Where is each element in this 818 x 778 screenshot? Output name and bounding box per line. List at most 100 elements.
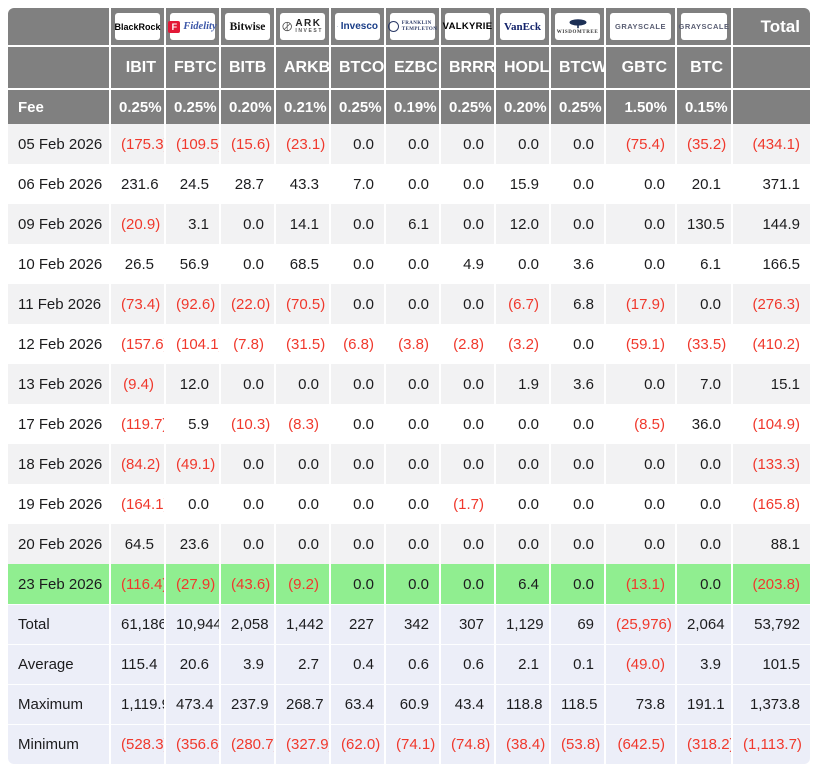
fee-value-cell: 0.21%: [276, 90, 331, 124]
flow-value-cell: 0.0: [331, 244, 386, 284]
blackrock-logo: BlackRock: [114, 13, 161, 40]
flow-value-cell: (25,976): [606, 604, 677, 644]
table-row: 17 Feb 2026 (119.7) 5.9 (10.3) (8.3) 0.0 0.0 0.…: [8, 404, 810, 444]
flow-value-cell: 53,792: [733, 604, 810, 644]
flow-value-cell: 7.0: [677, 364, 733, 404]
flow-value-cell: 3.6: [551, 244, 606, 284]
flow-value-cell: (43.6): [221, 564, 276, 604]
flow-value-cell: 4.9: [441, 244, 496, 284]
flow-value-cell: 0.0: [496, 244, 551, 284]
flow-value-cell: 0.0: [551, 164, 606, 204]
provider-logo-label: Invesco: [340, 21, 378, 32]
flow-value-cell: (642.5): [606, 724, 677, 764]
wisdomtree-logo: WISDOMTREE: [555, 13, 600, 40]
flow-value-cell: (104.9): [733, 404, 810, 444]
flow-value-cell: 0.0: [606, 364, 677, 404]
flow-value-cell: (327.9): [276, 724, 331, 764]
flow-value-cell: (59.1): [606, 324, 677, 364]
flow-value-cell: 3.6: [551, 364, 606, 404]
provider-logo-label: VALKYRIE: [442, 21, 493, 32]
table-row: 12 Feb 2026 (157.6) (104.1) (7.8) (31.5) (6.8…: [8, 324, 810, 364]
ticker-row: IBIT FBTC BITB ARKB BTCO EZBC BRRR HODL BTCW GBTC…: [8, 47, 810, 90]
date-cell: 10 Feb 2026: [8, 244, 111, 284]
flow-value-cell: 0.0: [551, 324, 606, 364]
flow-value-cell: 20.6: [166, 644, 221, 684]
flow-value-cell: 15.1: [733, 364, 810, 404]
flow-value-cell: 43.3: [276, 164, 331, 204]
flow-value-cell: 0.0: [386, 524, 441, 564]
flow-value-cell: 0.0: [386, 164, 441, 204]
summary-label-cell: Maximum: [8, 684, 111, 724]
flow-value-cell: (157.6): [111, 324, 166, 364]
ticker-header-cell: GBTC: [606, 47, 677, 90]
summary-row: Minimum (528.3) (356.6) (280.7) (327.9) (62.0…: [8, 724, 810, 764]
flow-value-cell: 88.1: [733, 524, 810, 564]
flow-value-cell: 0.6: [386, 644, 441, 684]
ticker-header-cell: BTCO: [331, 47, 386, 90]
flow-value-cell: 0.6: [441, 644, 496, 684]
flow-value-cell: (165.8): [733, 484, 810, 524]
table-row: 05 Feb 2026 (175.3) (109.5) (15.6) (23.1) 0.0…: [8, 124, 810, 164]
flow-value-cell: (23.1): [276, 124, 331, 164]
corner-cell: [8, 8, 111, 47]
flow-value-cell: 0.4: [331, 644, 386, 684]
table-row: 13 Feb 2026 (9.4) 12.0 0.0 0.0 0.0 0.0 0.0 1.9 3.…: [8, 364, 810, 404]
flow-value-cell: 166.5: [733, 244, 810, 284]
flow-value-cell: (17.9): [606, 284, 677, 324]
provider-logo-cell: F Fidelity: [166, 8, 221, 47]
flow-value-cell: 0.0: [441, 444, 496, 484]
flow-value-cell: 0.0: [551, 404, 606, 444]
flow-value-cell: 0.0: [386, 444, 441, 484]
flow-value-cell: 0.0: [606, 204, 677, 244]
ark-globe-icon: [282, 21, 292, 32]
flow-value-cell: (49.1): [166, 444, 221, 484]
flow-value-cell: (7.8): [221, 324, 276, 364]
table-row: 18 Feb 2026 (84.2) (49.1) 0.0 0.0 0.0 0.0 0.0 0.…: [8, 444, 810, 484]
flow-value-cell: 0.0: [166, 484, 221, 524]
grayscale-logo: GRAYSCALE: [678, 13, 730, 40]
flow-value-cell: 118.8: [496, 684, 551, 724]
provider-logo-label: WISDOMTREE: [556, 29, 599, 35]
flow-value-cell: (318.2): [677, 724, 733, 764]
flow-value-cell: (8.5): [606, 404, 677, 444]
flow-value-cell: (6.8): [331, 324, 386, 364]
flow-value-cell: 6.4: [496, 564, 551, 604]
flow-value-cell: 1,442: [276, 604, 331, 644]
flow-value-cell: 0.0: [441, 284, 496, 324]
flow-value-cell: 0.0: [331, 524, 386, 564]
flow-value-cell: (203.8): [733, 564, 810, 604]
flow-value-cell: 12.0: [166, 364, 221, 404]
flow-value-cell: 2,058: [221, 604, 276, 644]
provider-logo-label: GRAYSCALE: [678, 22, 730, 31]
flow-value-cell: 473.4: [166, 684, 221, 724]
flow-value-cell: 1.9: [496, 364, 551, 404]
flow-value-cell: (410.2): [733, 324, 810, 364]
ticker-header-cell: EZBC: [386, 47, 441, 90]
flow-value-cell: 0.0: [221, 484, 276, 524]
flow-value-cell: 0.0: [441, 124, 496, 164]
flow-value-cell: (175.3): [111, 124, 166, 164]
flow-value-cell: 0.0: [221, 444, 276, 484]
provider-logo-label: Bitwise: [229, 20, 266, 33]
flow-value-cell: 0.0: [441, 524, 496, 564]
flow-value-cell: 268.7: [276, 684, 331, 724]
flow-value-cell: 0.0: [331, 364, 386, 404]
table-row: 09 Feb 2026 (20.9) 3.1 0.0 14.1 0.0 6.1 0.0 12.0…: [8, 204, 810, 244]
flow-value-cell: 68.5: [276, 244, 331, 284]
ticker-row-corner-cell: [8, 47, 111, 90]
flow-value-cell: (92.6): [166, 284, 221, 324]
flow-value-cell: 1,373.8: [733, 684, 810, 724]
flow-value-cell: (3.2): [496, 324, 551, 364]
flow-value-cell: 0.0: [606, 164, 677, 204]
flow-value-cell: (84.2): [111, 444, 166, 484]
flow-value-cell: (15.6): [221, 124, 276, 164]
flow-value-cell: 0.0: [677, 564, 733, 604]
date-cell: 09 Feb 2026: [8, 204, 111, 244]
table-header: BlackRock F Fidelity Bitwise ARK INVEST Invesc…: [8, 8, 810, 124]
table-row: 06 Feb 2026 231.6 24.5 28.7 43.3 7.0 0.0 0.0 15.…: [8, 164, 810, 204]
flow-value-cell: 144.9: [733, 204, 810, 244]
table-wrap: BlackRock F Fidelity Bitwise ARK INVEST Invesc…: [8, 8, 810, 764]
flow-value-cell: (35.2): [677, 124, 733, 164]
table-body: 05 Feb 2026 (175.3) (109.5) (15.6) (23.1) 0.0…: [8, 124, 810, 764]
flow-value-cell: 20.1: [677, 164, 733, 204]
